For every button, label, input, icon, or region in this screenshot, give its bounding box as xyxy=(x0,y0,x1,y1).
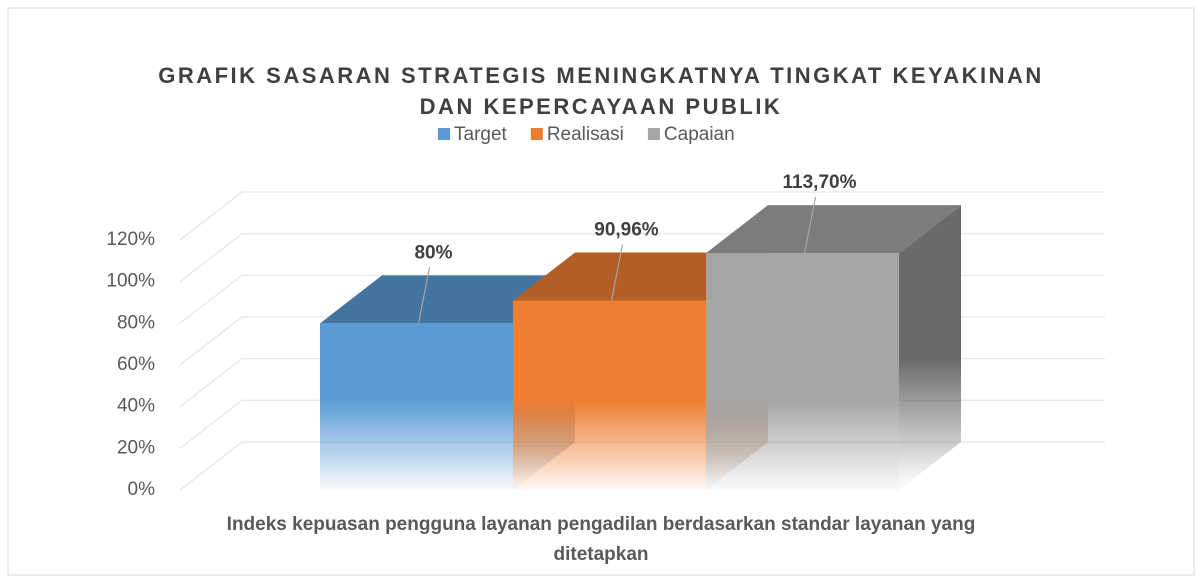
data-label: 80% xyxy=(414,242,452,263)
y-tick-label: 40% xyxy=(117,396,155,417)
y-tick-label: 60% xyxy=(117,354,155,375)
leader-line xyxy=(417,267,431,324)
bar xyxy=(513,300,706,490)
bar-top xyxy=(320,275,575,324)
bar-top xyxy=(706,205,961,254)
bar xyxy=(320,323,513,490)
legend-label: Capaian xyxy=(664,124,735,145)
bar-side xyxy=(899,205,961,490)
y-tick-label: 0% xyxy=(128,479,156,500)
data-label: 90,96% xyxy=(594,220,659,241)
x-tick-label: Indeks kepuasan pengguna layanan pengadi… xyxy=(226,514,976,565)
y-tick-label: 120% xyxy=(106,229,155,250)
legend-swatch xyxy=(438,128,450,140)
y-tick-label: 100% xyxy=(106,271,155,292)
legend-label: Realisasi xyxy=(547,124,624,145)
bar xyxy=(706,253,899,490)
y-tick-label: 80% xyxy=(117,312,155,333)
chart-title: GRAFIK SASARAN STRATEGIS MENINGKATNYA TI… xyxy=(158,63,1044,119)
grid-line xyxy=(179,191,1105,241)
leader-line xyxy=(610,244,624,301)
legend-swatch xyxy=(647,128,660,140)
legend-label: Target xyxy=(454,124,508,145)
legend-swatch xyxy=(530,128,543,140)
data-label: 113,70% xyxy=(783,172,857,193)
leader-line xyxy=(803,197,817,254)
y-tick-label: 20% xyxy=(117,437,155,458)
bar-top xyxy=(513,252,768,301)
